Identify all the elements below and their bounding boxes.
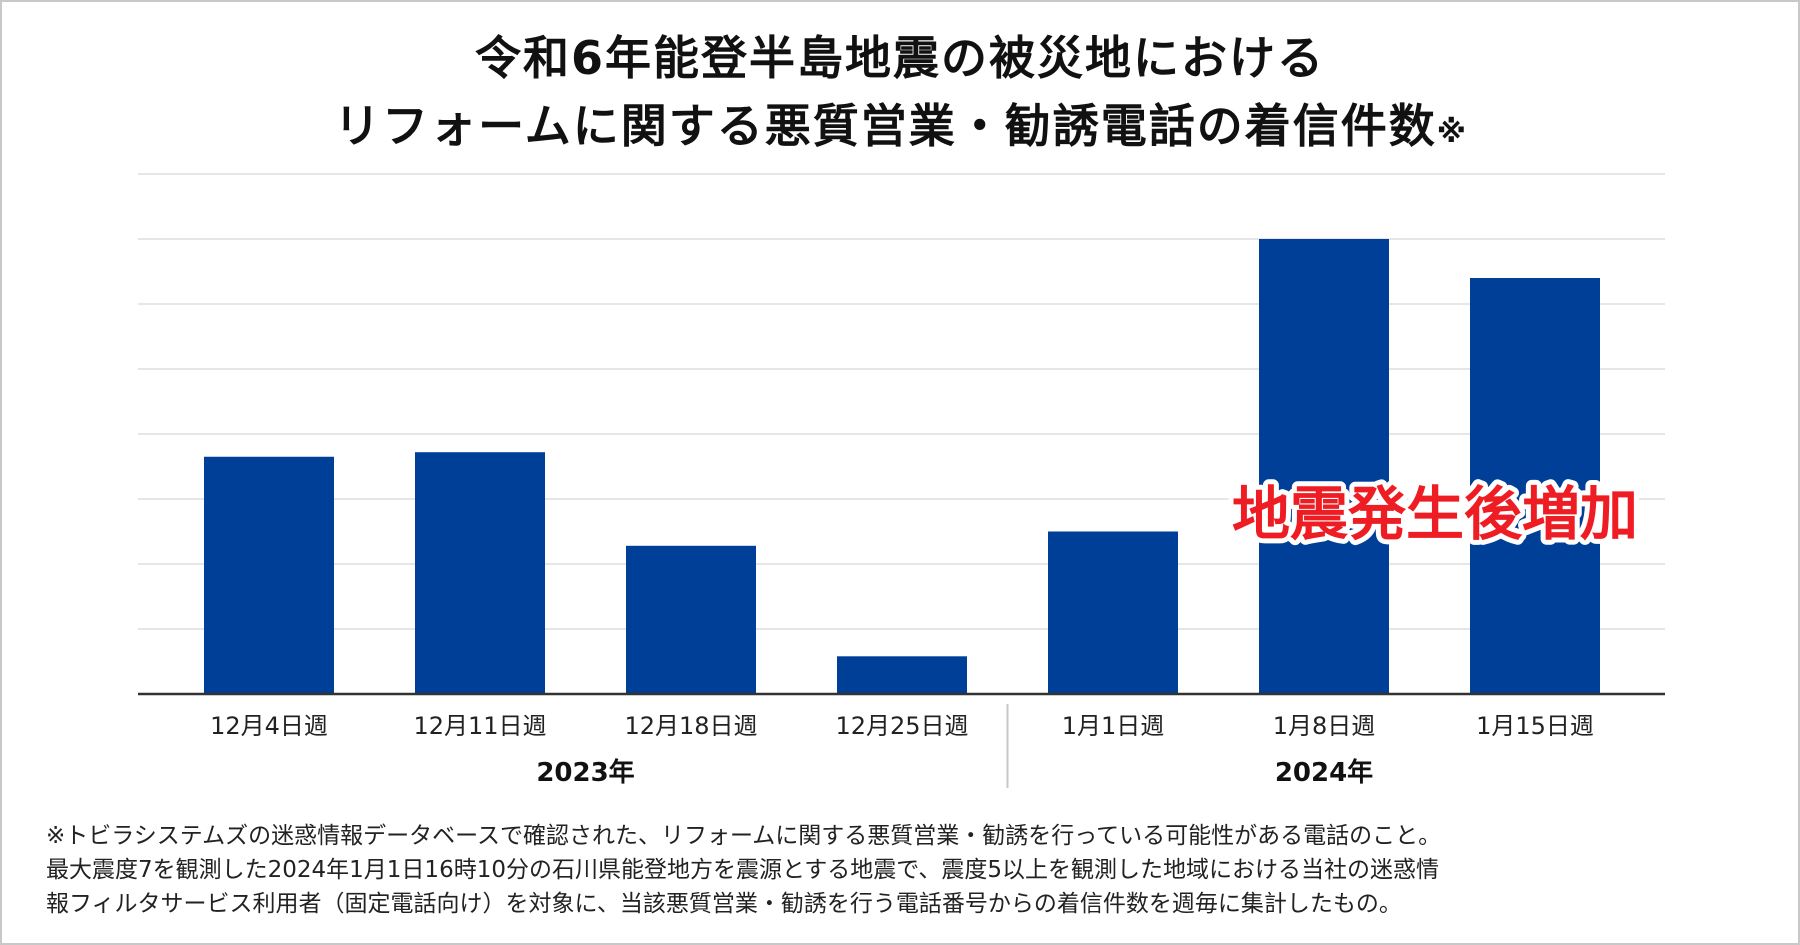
chart-title-line-2: リフォームに関する悪質営業・勧誘電話の着信件数※ <box>0 98 1800 161</box>
annotation-label: 地震発生後増加 <box>1232 480 1638 548</box>
bar-2 <box>415 452 545 694</box>
bar-3 <box>626 545 756 694</box>
x-tick-label: 1月1日週 <box>1062 712 1165 740</box>
bar-6 <box>1259 239 1389 694</box>
x-tick-label: 12月11日週 <box>413 712 546 740</box>
bar-4 <box>837 656 967 694</box>
chart-title-line-1: 令和6年能登半島地震の被災地における <box>0 30 1800 86</box>
bar-1 <box>204 456 334 694</box>
chart-title-text-2: リフォームに関する悪質営業・勧誘電話の着信件数 <box>334 99 1437 153</box>
chart-title-note-mark: ※ <box>1436 115 1466 150</box>
bar-7 <box>1470 278 1600 694</box>
x-tick-label: 1月8日週 <box>1273 712 1376 740</box>
footnote-line-3: 報フィルタサービス利用者（固定電話向け）を対象に、当該悪質営業・勧誘を行う電話番… <box>46 891 1402 917</box>
group-label: 2024年 <box>1275 757 1373 788</box>
x-tick-label: 12月18日週 <box>624 712 757 740</box>
x-tick-label: 12月4日週 <box>210 712 328 740</box>
chart-title-text-1: 令和6年能登半島地震の被災地における <box>474 31 1325 85</box>
bar-5 <box>1048 531 1178 694</box>
x-tick-label: 1月15日週 <box>1476 712 1594 740</box>
footnote-line-1: ※トビラシステムズの迷惑情報データベースで確認された、リフォームに関する悪質営業… <box>46 823 1442 849</box>
x-tick-label: 12月25日週 <box>835 712 968 740</box>
footnote-line-2: 最大震度7を観測した2024年1月1日16時10分の石川県能登地方を震源とする地… <box>46 857 1439 883</box>
group-label: 2023年 <box>536 757 634 788</box>
